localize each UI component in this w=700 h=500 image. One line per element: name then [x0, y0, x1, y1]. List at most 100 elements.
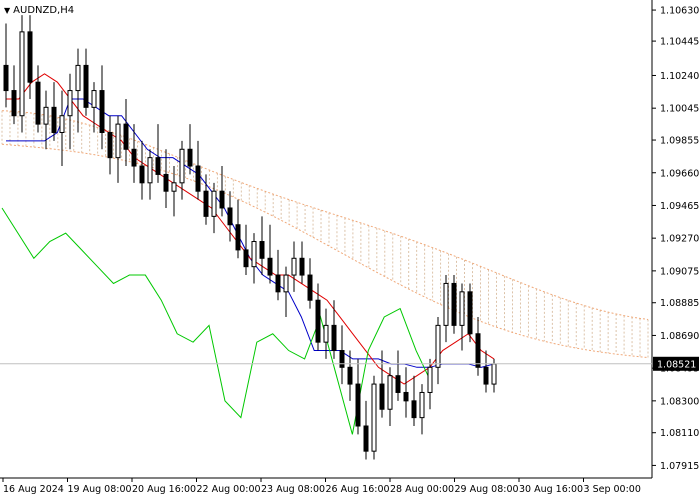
candle	[235, 199, 241, 259]
candle	[19, 15, 25, 133]
candle	[387, 367, 393, 427]
candle-body	[163, 173, 169, 192]
candle	[219, 166, 225, 217]
candlestick-series	[3, 15, 497, 460]
candle	[123, 98, 129, 167]
candle	[427, 358, 433, 410]
candle	[283, 266, 289, 317]
price-tick-label: 1.09855	[660, 136, 699, 147]
candle	[419, 384, 425, 435]
candle-body	[427, 366, 433, 393]
candle	[315, 283, 321, 351]
candle	[403, 367, 409, 418]
time-tick-label: 16 Aug 2024	[3, 484, 64, 495]
candle	[163, 149, 169, 208]
candle-body	[67, 90, 73, 117]
candle	[131, 124, 137, 183]
candle-body	[379, 383, 385, 410]
time-tick-label: 29 Aug 08:00	[455, 484, 519, 495]
candle-body	[235, 224, 241, 251]
candle-body	[275, 274, 281, 293]
time-tick-label: 23 Aug 08:00	[261, 484, 325, 495]
candle	[435, 316, 441, 385]
price-tick-label: 1.08300	[660, 396, 699, 407]
candle	[483, 350, 489, 393]
candle	[467, 283, 473, 343]
candle-body	[347, 366, 353, 385]
candle	[195, 140, 201, 200]
time-tick-label: 28 Aug 00:00	[390, 484, 454, 495]
candle-body	[387, 375, 393, 410]
candle-body	[267, 257, 273, 276]
candle	[27, 15, 33, 99]
candle-body	[155, 157, 161, 175]
candle-body	[355, 383, 361, 427]
candle-body	[91, 90, 97, 108]
candle-body	[483, 366, 489, 385]
candle	[331, 300, 337, 359]
candle	[11, 65, 17, 125]
candle	[291, 241, 297, 292]
candle	[267, 224, 273, 284]
candle-body	[435, 324, 441, 368]
candle-body	[299, 257, 305, 276]
time-tick-label: 26 Aug 16:00	[326, 484, 390, 495]
price-tick-label: 1.08110	[660, 428, 699, 439]
candle	[451, 275, 457, 334]
senkou-span-a	[1, 110, 649, 320]
candle-body	[19, 31, 25, 117]
time-tick-label: 19 Aug 08:00	[68, 484, 132, 495]
candle	[107, 115, 113, 175]
price-tick-label: 1.10045	[660, 104, 699, 115]
candle	[75, 48, 81, 133]
candle-body	[35, 81, 41, 125]
tenkan-sen-line	[6, 73, 495, 385]
candle-body	[251, 241, 257, 268]
candle-body	[195, 165, 201, 192]
candle-body	[419, 391, 425, 419]
time-tick-label: 22 Aug 00:00	[197, 484, 261, 495]
candle-body	[315, 299, 321, 343]
candle-body	[227, 207, 233, 226]
candle-body	[211, 190, 217, 217]
price-tick-label: 1.10630	[660, 6, 699, 17]
candle	[51, 82, 57, 141]
candle-body	[403, 391, 409, 402]
candle-body	[323, 324, 329, 343]
candle	[67, 73, 73, 150]
candle-body	[139, 165, 145, 184]
candle-body	[371, 383, 377, 452]
time-tick-label: 3 Sep 00:00	[584, 484, 641, 495]
price-tick-label: 1.09465	[660, 201, 699, 212]
candle-body	[59, 115, 65, 133]
candle-body	[339, 350, 345, 368]
candle	[379, 350, 385, 418]
candle	[475, 316, 481, 376]
price-tick-label: 1.08885	[660, 298, 699, 309]
candle	[339, 325, 345, 385]
candle	[171, 166, 177, 217]
candle	[307, 258, 313, 309]
candle-body	[83, 64, 89, 108]
candle-body	[131, 148, 137, 167]
price-tick-label: 1.09660	[660, 168, 699, 179]
candle-body	[459, 291, 465, 326]
symbol-title[interactable]: ▼ AUDNZD,H4	[4, 3, 74, 17]
candle-body	[99, 90, 105, 133]
candle	[259, 216, 265, 276]
time-tick-label: 30 Aug 16:00	[519, 484, 583, 495]
candle	[83, 48, 89, 116]
candle	[275, 249, 281, 301]
candle	[115, 115, 121, 183]
candle-body	[307, 274, 313, 301]
candle-body	[243, 249, 249, 268]
candle	[459, 283, 465, 351]
candle-body	[395, 375, 401, 393]
dropdown-arrow-icon[interactable]: ▼	[4, 5, 11, 15]
candle	[251, 233, 257, 284]
candle-body	[443, 282, 449, 326]
candle-body	[187, 148, 193, 167]
